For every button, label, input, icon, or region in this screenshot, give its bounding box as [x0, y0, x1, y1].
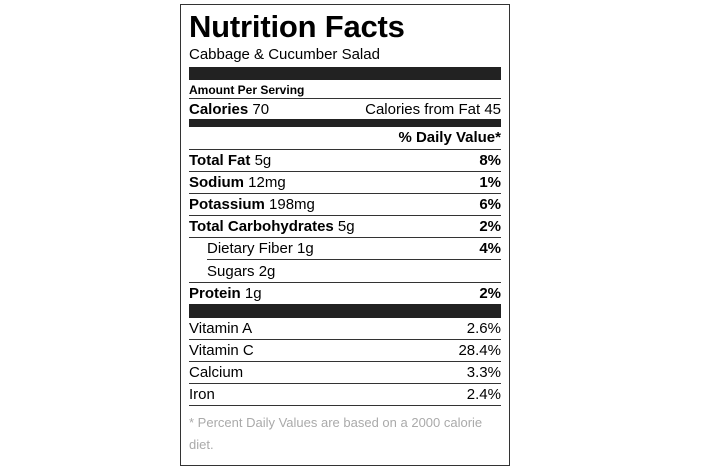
nutrient-amount: 5g — [254, 152, 272, 169]
nutrient-name: Dietary Fiber — [207, 240, 293, 257]
nutrient-pct: 1% — [479, 174, 501, 191]
nutrient-amount: 1g — [244, 285, 262, 302]
label-title: Nutrition Facts — [189, 9, 405, 44]
vitamin-name: Vitamin C — [189, 342, 254, 359]
nutrition-label: Nutrition Facts Cabbage & Cucumber Salad… — [180, 4, 510, 466]
vitamin-name: Vitamin A — [189, 320, 253, 337]
vitamin-pct: 2.4% — [466, 386, 501, 403]
vitamin-row-iron: Iron 2.4% — [189, 384, 501, 406]
nutrient-pct: 4% — [479, 240, 501, 257]
product-name: Cabbage & Cucumber Salad — [189, 46, 380, 63]
nutrient-name: Total Carbohydrates — [189, 218, 334, 235]
calories-cell: Calories 70 — [189, 101, 269, 118]
nutrient-row-potassium: Potassium 198mg 6% — [189, 194, 501, 216]
calories-from-fat-value: 45 — [484, 100, 501, 118]
vitamin-name: Calcium — [189, 364, 244, 381]
nutrient-row-total-fat: Total Fat 5g 8% — [189, 150, 501, 172]
vitamin-pct: 3.3% — [466, 364, 501, 381]
vitamin-pct: 28.4% — [458, 342, 501, 359]
nutrient-pct: 2% — [479, 285, 501, 302]
nutrient-row-total-carbohydrates: Total Carbohydrates 5g 2% — [189, 216, 501, 238]
nutrient-pct: 8% — [479, 152, 501, 169]
thick-divider — [189, 304, 501, 318]
footnote: * Percent Daily Values are based on a 20… — [189, 415, 483, 452]
calories-row: Calories 70 Calories from Fat 45 — [189, 99, 501, 119]
thick-divider — [189, 67, 501, 80]
nutrient-pct: 6% — [479, 196, 501, 213]
vitamin-pct: 2.6% — [466, 320, 501, 337]
nutrient-amount: 12mg — [248, 174, 286, 191]
vitamin-row-a: Vitamin A 2.6% — [189, 318, 501, 340]
nutrient-row-dietary-fiber: Dietary Fiber 1g 4% — [207, 238, 501, 260]
nutrient-name: Total Fat — [189, 152, 251, 169]
vitamin-name: Iron — [189, 386, 215, 403]
nutrient-amount: 5g — [337, 218, 355, 235]
vitamin-row-calcium: Calcium 3.3% — [189, 362, 501, 384]
nutrient-name: Sodium — [189, 174, 244, 191]
nutrient-amount: 2g — [258, 262, 276, 280]
calories-label: Calories — [189, 100, 249, 118]
nutrient-amount: 1g — [297, 240, 314, 257]
nutrient-row-sodium: Sodium 12mg 1% — [189, 172, 501, 194]
calories-from-fat-cell: Calories from Fat 45 — [365, 101, 501, 118]
daily-value-header: % Daily Value* — [189, 127, 501, 150]
nutrient-name: Potassium — [189, 196, 265, 213]
medium-divider — [189, 119, 501, 127]
nutrient-name: Sugars — [207, 262, 255, 280]
calories-from-fat-label: Calories from Fat — [365, 100, 481, 118]
nutrient-row-sugars: Sugars 2g — [207, 260, 501, 282]
vitamin-row-c: Vitamin C 28.4% — [189, 340, 501, 362]
amount-per-serving: Amount Per Serving — [189, 80, 501, 99]
nutrient-pct: 2% — [479, 218, 501, 235]
nutrient-row-protein: Protein 1g 2% — [189, 282, 501, 304]
nutrient-name: Protein — [189, 285, 241, 302]
calories-value: 70 — [252, 100, 270, 118]
nutrient-amount: 198mg — [269, 196, 315, 213]
